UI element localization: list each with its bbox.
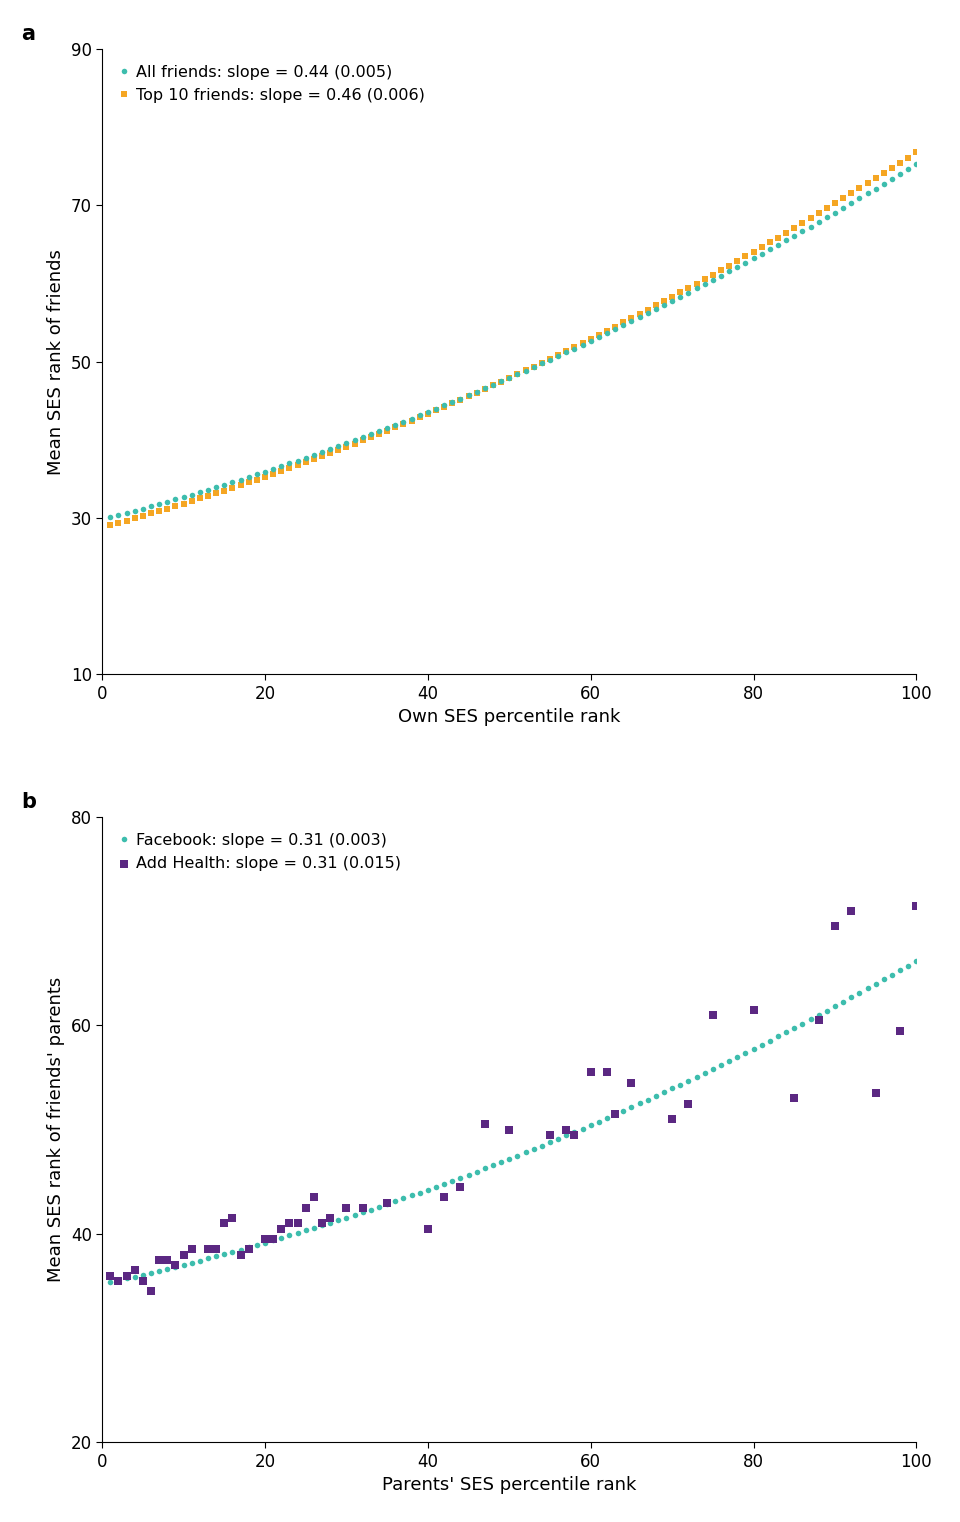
- All friends: slope = 0.44 (0.005): (95, 72.1): slope = 0.44 (0.005): (95, 72.1): [870, 180, 881, 198]
- Add Health: slope = 0.31 (0.015): (17, 38): slope = 0.31 (0.015): (17, 38): [233, 1242, 249, 1266]
- All friends: slope = 0.44 (0.005): (20, 35.9): slope = 0.44 (0.005): (20, 35.9): [259, 463, 271, 481]
- Text: b: b: [21, 791, 36, 813]
- All friends: slope = 0.44 (0.005): (1, 30.1): slope = 0.44 (0.005): (1, 30.1): [105, 508, 116, 527]
- Facebook: slope = 0.31 (0.003): (95, 64): slope = 0.31 (0.003): (95, 64): [870, 974, 881, 992]
- Facebook: slope = 0.31 (0.003): (20, 39.2): slope = 0.31 (0.003): (20, 39.2): [259, 1233, 271, 1251]
- Add Health: slope = 0.31 (0.015): (5, 35.5): slope = 0.31 (0.015): (5, 35.5): [135, 1268, 151, 1292]
- Facebook: slope = 0.31 (0.003): (52, 47.8): slope = 0.31 (0.003): (52, 47.8): [519, 1143, 531, 1161]
- Y-axis label: Mean SES rank of friends: Mean SES rank of friends: [47, 248, 65, 475]
- Add Health: slope = 0.31 (0.015): (58, 49.5): slope = 0.31 (0.015): (58, 49.5): [566, 1123, 582, 1148]
- Add Health: slope = 0.31 (0.015): (42, 43.5): slope = 0.31 (0.015): (42, 43.5): [437, 1186, 452, 1210]
- Add Health: slope = 0.31 (0.015): (27, 41): slope = 0.31 (0.015): (27, 41): [314, 1212, 329, 1236]
- Top 10 friends: slope = 0.46 (0.006): (52, 48.9): slope = 0.46 (0.006): (52, 48.9): [519, 361, 531, 379]
- Add Health: slope = 0.31 (0.015): (16, 41.5): slope = 0.31 (0.015): (16, 41.5): [225, 1205, 240, 1230]
- Line: Facebook: slope = 0.31 (0.003): Facebook: slope = 0.31 (0.003): [108, 957, 919, 1285]
- Add Health: slope = 0.31 (0.015): (55, 49.5): slope = 0.31 (0.015): (55, 49.5): [542, 1123, 558, 1148]
- Add Health: slope = 0.31 (0.015): (57, 50): slope = 0.31 (0.015): (57, 50): [559, 1117, 574, 1142]
- Add Health: slope = 0.31 (0.015): (32, 42.5): slope = 0.31 (0.015): (32, 42.5): [355, 1196, 371, 1221]
- Add Health: slope = 0.31 (0.015): (23, 41): slope = 0.31 (0.015): (23, 41): [282, 1212, 298, 1236]
- Add Health: slope = 0.31 (0.015): (10, 38): slope = 0.31 (0.015): (10, 38): [176, 1242, 191, 1266]
- Add Health: slope = 0.31 (0.015): (47, 50.5): slope = 0.31 (0.015): (47, 50.5): [477, 1113, 492, 1137]
- Add Health: slope = 0.31 (0.015): (21, 39.5): slope = 0.31 (0.015): (21, 39.5): [266, 1227, 281, 1251]
- Legend: All friends: slope = 0.44 (0.005), Top 10 friends: slope = 0.46 (0.006): All friends: slope = 0.44 (0.005), Top 1…: [110, 56, 433, 111]
- Add Health: slope = 0.31 (0.015): (6, 34.5): slope = 0.31 (0.015): (6, 34.5): [143, 1278, 158, 1303]
- Facebook: slope = 0.31 (0.003): (100, 66.2): slope = 0.31 (0.003): (100, 66.2): [911, 951, 923, 970]
- All friends: slope = 0.44 (0.005): (100, 75.3): slope = 0.44 (0.005): (100, 75.3): [911, 155, 923, 174]
- Add Health: slope = 0.31 (0.015): (88, 60.5): slope = 0.31 (0.015): (88, 60.5): [811, 1008, 827, 1032]
- Add Health: slope = 0.31 (0.015): (85, 53): slope = 0.31 (0.015): (85, 53): [786, 1087, 802, 1111]
- Add Health: slope = 0.31 (0.015): (18, 38.5): slope = 0.31 (0.015): (18, 38.5): [241, 1237, 256, 1262]
- Facebook: slope = 0.31 (0.003): (24, 40.1): slope = 0.31 (0.003): (24, 40.1): [292, 1224, 303, 1242]
- Add Health: slope = 0.31 (0.015): (11, 38.5): slope = 0.31 (0.015): (11, 38.5): [184, 1237, 200, 1262]
- Top 10 friends: slope = 0.46 (0.006): (24, 36.8): slope = 0.46 (0.006): (24, 36.8): [292, 457, 303, 475]
- Add Health: slope = 0.31 (0.015): (50, 50): slope = 0.31 (0.015): (50, 50): [502, 1117, 517, 1142]
- Facebook: slope = 0.31 (0.003): (1, 35.4): slope = 0.31 (0.003): (1, 35.4): [105, 1272, 116, 1291]
- Add Health: slope = 0.31 (0.015): (75, 61): slope = 0.31 (0.015): (75, 61): [706, 1003, 721, 1027]
- Top 10 friends: slope = 0.46 (0.006): (1, 29.1): slope = 0.46 (0.006): (1, 29.1): [105, 516, 116, 534]
- All friends: slope = 0.44 (0.005): (24, 37.3): slope = 0.44 (0.005): (24, 37.3): [292, 452, 303, 470]
- Add Health: slope = 0.31 (0.015): (62, 55.5): slope = 0.31 (0.015): (62, 55.5): [599, 1061, 614, 1085]
- Top 10 friends: slope = 0.46 (0.006): (20, 35.3): slope = 0.46 (0.006): (20, 35.3): [259, 467, 271, 486]
- Add Health: slope = 0.31 (0.015): (90, 69.5): slope = 0.31 (0.015): (90, 69.5): [828, 915, 843, 939]
- Top 10 friends: slope = 0.46 (0.006): (95, 73.5): slope = 0.46 (0.006): (95, 73.5): [870, 169, 881, 187]
- Add Health: slope = 0.31 (0.015): (30, 42.5): slope = 0.31 (0.015): (30, 42.5): [339, 1196, 354, 1221]
- Add Health: slope = 0.31 (0.015): (28, 41.5): slope = 0.31 (0.015): (28, 41.5): [323, 1205, 338, 1230]
- Add Health: slope = 0.31 (0.015): (80, 61.5): slope = 0.31 (0.015): (80, 61.5): [746, 997, 761, 1021]
- Add Health: slope = 0.31 (0.015): (60, 55.5): slope = 0.31 (0.015): (60, 55.5): [583, 1061, 598, 1085]
- Add Health: slope = 0.31 (0.015): (95, 53.5): slope = 0.31 (0.015): (95, 53.5): [868, 1081, 883, 1105]
- Add Health: slope = 0.31 (0.015): (9, 37): slope = 0.31 (0.015): (9, 37): [168, 1253, 183, 1277]
- Add Health: slope = 0.31 (0.015): (44, 44.5): slope = 0.31 (0.015): (44, 44.5): [453, 1175, 468, 1199]
- Add Health: slope = 0.31 (0.015): (70, 51): slope = 0.31 (0.015): (70, 51): [664, 1106, 680, 1131]
- Top 10 friends: slope = 0.46 (0.006): (92, 71.5): slope = 0.46 (0.006): (92, 71.5): [846, 184, 857, 202]
- X-axis label: Parents' SES percentile rank: Parents' SES percentile rank: [382, 1476, 636, 1495]
- Add Health: slope = 0.31 (0.015): (92, 71): slope = 0.31 (0.015): (92, 71): [844, 898, 859, 922]
- Add Health: slope = 0.31 (0.015): (7, 37.5): slope = 0.31 (0.015): (7, 37.5): [152, 1248, 167, 1272]
- Add Health: slope = 0.31 (0.015): (40, 40.5): slope = 0.31 (0.015): (40, 40.5): [420, 1216, 436, 1240]
- Add Health: slope = 0.31 (0.015): (3, 36): slope = 0.31 (0.015): (3, 36): [119, 1263, 134, 1288]
- Add Health: slope = 0.31 (0.015): (72, 52.5): slope = 0.31 (0.015): (72, 52.5): [681, 1091, 696, 1116]
- Add Health: slope = 0.31 (0.015): (25, 42.5): slope = 0.31 (0.015): (25, 42.5): [298, 1196, 313, 1221]
- Add Health: slope = 0.31 (0.015): (35, 43): slope = 0.31 (0.015): (35, 43): [379, 1190, 395, 1215]
- Add Health: slope = 0.31 (0.015): (4, 36.5): slope = 0.31 (0.015): (4, 36.5): [127, 1259, 142, 1283]
- Add Health: slope = 0.31 (0.015): (8, 37.5): slope = 0.31 (0.015): (8, 37.5): [159, 1248, 175, 1272]
- Line: All friends: slope = 0.44 (0.005): All friends: slope = 0.44 (0.005): [108, 161, 919, 521]
- Add Health: slope = 0.31 (0.015): (1, 36): slope = 0.31 (0.015): (1, 36): [103, 1263, 118, 1288]
- All friends: slope = 0.44 (0.005): (92, 70.3): slope = 0.44 (0.005): (92, 70.3): [846, 193, 857, 212]
- Add Health: slope = 0.31 (0.015): (2, 35.5): slope = 0.31 (0.015): (2, 35.5): [110, 1268, 126, 1292]
- All friends: slope = 0.44 (0.005): (52, 48.8): slope = 0.44 (0.005): (52, 48.8): [519, 362, 531, 380]
- Add Health: slope = 0.31 (0.015): (100, 71.5): slope = 0.31 (0.015): (100, 71.5): [909, 893, 924, 918]
- Add Health: slope = 0.31 (0.015): (15, 41): slope = 0.31 (0.015): (15, 41): [217, 1212, 232, 1236]
- Add Health: slope = 0.31 (0.015): (63, 51.5): slope = 0.31 (0.015): (63, 51.5): [608, 1102, 623, 1126]
- Facebook: slope = 0.31 (0.003): (60, 50.4): slope = 0.31 (0.003): (60, 50.4): [585, 1116, 596, 1134]
- Add Health: slope = 0.31 (0.015): (20, 39.5): slope = 0.31 (0.015): (20, 39.5): [257, 1227, 273, 1251]
- Add Health: slope = 0.31 (0.015): (22, 40.5): slope = 0.31 (0.015): (22, 40.5): [274, 1216, 289, 1240]
- Add Health: slope = 0.31 (0.015): (14, 38.5): slope = 0.31 (0.015): (14, 38.5): [208, 1237, 224, 1262]
- Add Health: slope = 0.31 (0.015): (13, 38.5): slope = 0.31 (0.015): (13, 38.5): [201, 1237, 216, 1262]
- Top 10 friends: slope = 0.46 (0.006): (60, 52.9): slope = 0.46 (0.006): (60, 52.9): [585, 330, 596, 349]
- X-axis label: Own SES percentile rank: Own SES percentile rank: [398, 708, 620, 726]
- Facebook: slope = 0.31 (0.003): (92, 62.7): slope = 0.31 (0.003): (92, 62.7): [846, 988, 857, 1006]
- Add Health: slope = 0.31 (0.015): (65, 54.5): slope = 0.31 (0.015): (65, 54.5): [624, 1070, 639, 1094]
- All friends: slope = 0.44 (0.005): (60, 52.7): slope = 0.44 (0.005): (60, 52.7): [585, 332, 596, 350]
- Add Health: slope = 0.31 (0.015): (98, 59.5): slope = 0.31 (0.015): (98, 59.5): [893, 1018, 908, 1043]
- Text: a: a: [21, 24, 35, 44]
- Top 10 friends: slope = 0.46 (0.006): (100, 76.8): slope = 0.46 (0.006): (100, 76.8): [911, 143, 923, 161]
- Add Health: slope = 0.31 (0.015): (26, 43.5): slope = 0.31 (0.015): (26, 43.5): [306, 1186, 322, 1210]
- Y-axis label: Mean SES rank of friends' parents: Mean SES rank of friends' parents: [47, 977, 65, 1282]
- Line: Top 10 friends: slope = 0.46 (0.006): Top 10 friends: slope = 0.46 (0.006): [108, 149, 919, 528]
- Legend: Facebook: slope = 0.31 (0.003), Add Health: slope = 0.31 (0.015): Facebook: slope = 0.31 (0.003), Add Heal…: [110, 825, 409, 880]
- Add Health: slope = 0.31 (0.015): (24, 41): slope = 0.31 (0.015): (24, 41): [290, 1212, 305, 1236]
